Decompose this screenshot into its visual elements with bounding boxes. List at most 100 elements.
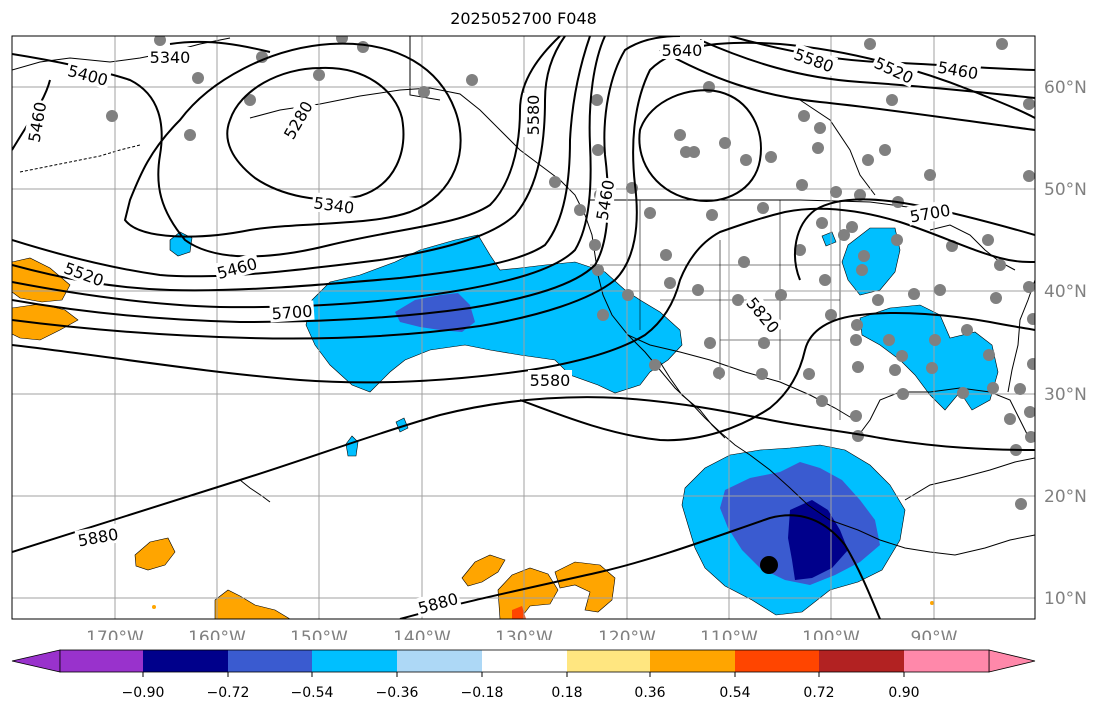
- station-dot: [814, 122, 826, 134]
- colorbar-segment: [904, 650, 989, 672]
- colorbar-extend-min: [11, 649, 61, 673]
- contour-5640: [12, 36, 681, 324]
- station-dot: [851, 319, 863, 331]
- shading-orange-2: [214, 589, 291, 619]
- station-dot: [106, 110, 118, 122]
- contour-label: 5340: [310, 192, 358, 218]
- coast-gulf: [854, 387, 1031, 441]
- shading-negative: [169, 227, 999, 616]
- contour-label-text: 5580: [524, 95, 543, 136]
- contour-label: 5700: [269, 300, 315, 323]
- station-dot: [719, 137, 731, 149]
- station-dot: [852, 361, 864, 373]
- contour-ne-closed: [638, 89, 762, 202]
- island-hawaii: [239, 479, 271, 503]
- station-dot: [256, 51, 268, 63]
- lat-label: 50°N: [1044, 180, 1087, 200]
- shading-orange-5: [554, 561, 616, 613]
- station-dot: [889, 364, 901, 376]
- station-dot: [184, 129, 196, 141]
- colorbar-segment: [482, 650, 567, 672]
- station-dot: [649, 359, 661, 371]
- station-dot: [1025, 431, 1035, 443]
- station-dot: [418, 86, 430, 98]
- station-dot: [924, 169, 936, 181]
- station-dot: [622, 289, 634, 301]
- station-dot: [154, 36, 166, 46]
- lat-label: 20°N: [1044, 487, 1087, 507]
- contour-5520: [12, 36, 591, 292]
- colorbar-segment: [60, 650, 143, 672]
- lon-label: 170°W: [86, 628, 144, 640]
- station-dot: [862, 154, 874, 166]
- station-dot: [466, 74, 478, 86]
- station-dot: [757, 202, 769, 214]
- station-dot: [738, 256, 750, 268]
- station-dot: [846, 221, 858, 233]
- colorbar-segment: [650, 650, 735, 672]
- station-dot: [852, 430, 864, 442]
- station-dot: [357, 41, 369, 53]
- station-dot: [796, 179, 808, 191]
- station-dot: [816, 395, 828, 407]
- station-dot: [688, 146, 700, 158]
- station-dot: [592, 264, 604, 276]
- coast-aleutians: [19, 144, 141, 173]
- station-dot: [854, 189, 866, 201]
- station-dot: [732, 294, 744, 306]
- station-dot: [1027, 313, 1035, 325]
- station-dot: [982, 234, 994, 246]
- contour-5520-ne: [699, 39, 1035, 99]
- lat-label: 10°N: [1044, 589, 1087, 609]
- station-dot: [765, 151, 777, 163]
- station-dot: [1004, 413, 1016, 425]
- colorbar-tick-label: −0.72: [207, 685, 250, 701]
- station-dot: [775, 289, 787, 301]
- contour-5880-b: [399, 514, 881, 619]
- lon-label: 110°W: [700, 628, 758, 640]
- contour-label: 5580: [523, 93, 543, 137]
- station-dot: [1024, 406, 1035, 418]
- station-dot: [803, 368, 815, 380]
- station-dot: [692, 284, 704, 296]
- contour-5760: [12, 207, 1035, 384]
- border-canada-west: [409, 36, 441, 101]
- shading-blue-small-4: [821, 231, 837, 247]
- latitude-labels: 60°N 50°N 40°N 30°N 20°N 10°N: [1044, 78, 1087, 609]
- colorbar-tick-label: −0.90: [122, 685, 165, 701]
- coast-east: [1007, 279, 1035, 393]
- contour-5880-a: [12, 396, 1035, 553]
- coast-hudson: [799, 99, 876, 196]
- contour-label: 5340: [148, 47, 192, 67]
- station-dot: [706, 209, 718, 221]
- station-markers: [106, 36, 1035, 510]
- shading-orange-1: [134, 537, 176, 571]
- station-dot: [1014, 383, 1026, 395]
- station-dot: [850, 410, 862, 422]
- contour-label: 5880: [74, 523, 122, 550]
- shading-orange-dot-1: [152, 605, 156, 609]
- shading-orange-3: [461, 554, 506, 587]
- station-dot: [864, 38, 876, 50]
- station-dot: [926, 362, 938, 374]
- colorbar-tick-label: −0.54: [291, 685, 334, 701]
- contour-5580-a: [12, 36, 606, 309]
- station-dot: [794, 244, 806, 256]
- station-dot: [591, 94, 603, 106]
- station-dot: [858, 250, 870, 262]
- contour-5280: [226, 66, 405, 201]
- station-dot: [812, 142, 824, 154]
- station-dot: [336, 36, 348, 44]
- colorbar-segment: [143, 650, 228, 672]
- colorbar-tick-label: 0.54: [719, 685, 750, 701]
- station-dot: [1023, 170, 1035, 182]
- shading-darkblue-mexico: [788, 500, 848, 580]
- shading-blue-small-1: [169, 231, 193, 257]
- colorbar-ticks: −0.90 −0.72 −0.54 −0.36 −0.18 0.18 0.36 0.54 0.7…: [122, 672, 920, 701]
- lon-label: 140°W: [393, 628, 451, 640]
- station-dot: [1023, 98, 1035, 110]
- plot-title: 2025052700 F048: [450, 9, 597, 28]
- colorbar-tick-label: 0.90: [888, 685, 919, 701]
- coast-mexico: [749, 454, 1035, 556]
